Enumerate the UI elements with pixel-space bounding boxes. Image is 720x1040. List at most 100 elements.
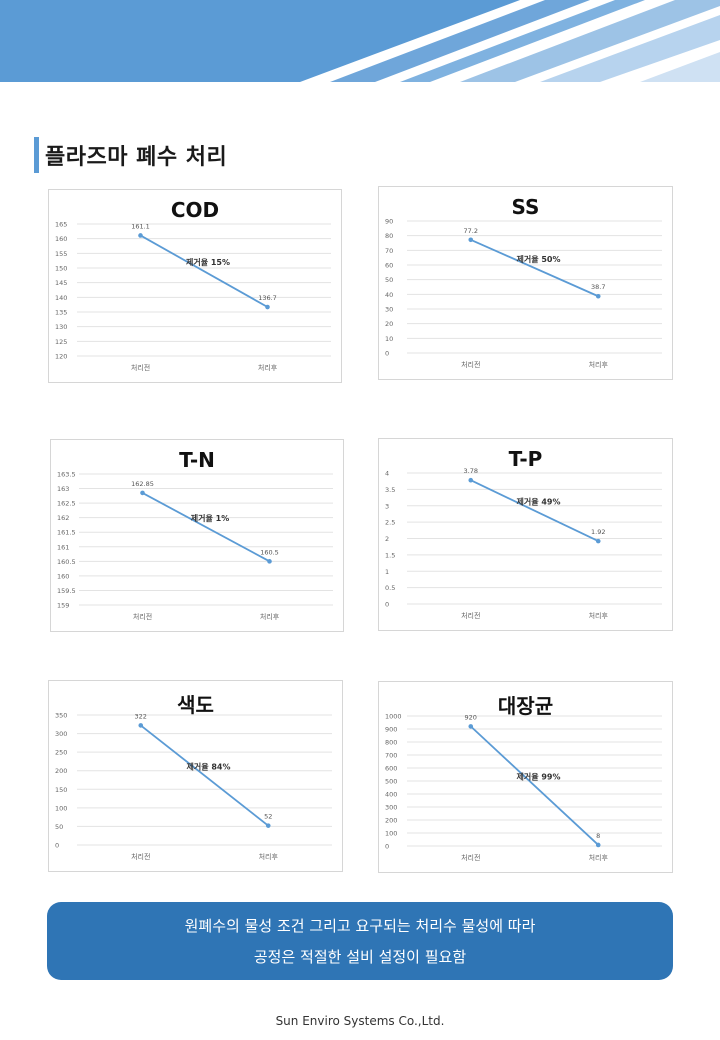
chart-ss: 90 80 70 60 50 40 30 20 10 0 처리전 처리후 77.2 38.7 제거율 50% bbox=[385, 218, 662, 369]
y-tick-label: 60 bbox=[385, 262, 393, 270]
y-tick-label: 161 bbox=[57, 543, 69, 551]
chart-title: T-N bbox=[179, 448, 215, 472]
y-tick-label: 163 bbox=[57, 485, 69, 493]
y-tick-label: 159 bbox=[57, 602, 69, 610]
series-line bbox=[142, 492, 270, 563]
x-tick-label: 처리후 bbox=[589, 853, 609, 862]
y-tick-label: 20 bbox=[385, 320, 393, 328]
y-tick-label: 90 bbox=[385, 218, 393, 226]
y-tick-label: 600 bbox=[385, 765, 397, 773]
x-tick-label: 처리전 bbox=[133, 612, 152, 621]
y-tick-label: 145 bbox=[55, 279, 67, 287]
x-tick-label: 처리전 bbox=[131, 363, 150, 372]
x-tick-label: 처리후 bbox=[589, 611, 609, 620]
y-tick-label: 100 bbox=[385, 830, 397, 838]
y-tick-label: 162 bbox=[57, 514, 69, 522]
data-point bbox=[468, 237, 474, 243]
series-line bbox=[470, 725, 599, 846]
x-tick-label: 처리전 bbox=[461, 360, 480, 369]
y-tick-label: 2 bbox=[385, 535, 389, 543]
data-point bbox=[595, 293, 601, 299]
page-title: 플라즈마 폐수 처리 bbox=[45, 145, 228, 170]
y-tick-label: 3.5 bbox=[385, 486, 395, 494]
y-tick-label: 300 bbox=[55, 730, 67, 738]
removal-rate-annotation: 제거율 99% bbox=[516, 772, 560, 782]
y-tick-label: 162.5 bbox=[57, 500, 76, 508]
y-tick-label: 400 bbox=[385, 791, 397, 799]
x-tick-label: 처리전 bbox=[131, 852, 150, 861]
data-label: 8 bbox=[596, 832, 600, 840]
y-tick-label: 30 bbox=[385, 306, 393, 314]
y-tick-label: 161.5 bbox=[57, 529, 76, 537]
y-tick-label: 350 bbox=[55, 712, 67, 720]
y-tick-label: 160 bbox=[57, 572, 69, 580]
chart-color: 350 300 250 200 150 100 50 0 처리전 처리후 322 52 제거율 84% bbox=[55, 712, 332, 861]
data-point bbox=[265, 823, 271, 828]
y-tick-label: 120 bbox=[55, 353, 67, 361]
data-point bbox=[140, 490, 145, 496]
removal-rate-annotation: 제거율 50% bbox=[516, 254, 560, 264]
removal-rate-annotation: 제거율 15% bbox=[186, 257, 230, 267]
data-label: 3.78 bbox=[464, 467, 478, 475]
data-label: 52 bbox=[264, 813, 272, 821]
series-line bbox=[140, 234, 268, 308]
y-tick-label: 0.5 bbox=[385, 584, 395, 592]
y-tick-label: 165 bbox=[55, 221, 67, 229]
x-tick-label: 처리후 bbox=[259, 852, 279, 861]
x-tick-label: 처리전 bbox=[461, 611, 480, 620]
chart-tp: 4 3.5 3 2.5 2 1.5 1 0.5 0 처리전 처리후 3.78 1.92 제거율 49% bbox=[385, 467, 662, 620]
y-tick-label: 163.5 bbox=[57, 471, 76, 479]
removal-rate-annotation: 제거율 84% bbox=[186, 762, 230, 772]
footer-note-box: 원폐수의 물성 조건 그리고 요구되는 처리수 물성에 따라 공정은 적절한 설… bbox=[47, 902, 673, 980]
y-tick-label: 700 bbox=[385, 752, 397, 760]
removal-rate-annotation: 제거율 1% bbox=[191, 513, 229, 523]
data-label: 920 bbox=[465, 713, 477, 721]
y-tick-label: 0 bbox=[55, 842, 59, 850]
y-tick-label: 10 bbox=[385, 335, 393, 343]
data-point bbox=[267, 559, 272, 564]
data-label: 1.92 bbox=[591, 528, 605, 536]
chart-title: COD bbox=[170, 198, 220, 222]
data-label: 38.7 bbox=[591, 283, 605, 291]
y-tick-label: 0 bbox=[385, 601, 389, 609]
y-tick-label: 300 bbox=[385, 804, 397, 812]
y-tick-label: 4 bbox=[385, 470, 389, 478]
y-tick-label: 135 bbox=[55, 309, 67, 317]
data-label: 161.1 bbox=[131, 222, 150, 230]
y-tick-label: 150 bbox=[55, 265, 67, 273]
y-tick-label: 500 bbox=[385, 778, 397, 786]
x-tick-label: 처리후 bbox=[260, 612, 280, 621]
y-tick-label: 160.5 bbox=[57, 558, 76, 566]
y-tick-label: 2.5 bbox=[385, 519, 395, 527]
footer-note-line1: 원폐수의 물성 조건 그리고 요구되는 처리수 물성에 따라 bbox=[184, 917, 536, 935]
data-point bbox=[595, 842, 601, 848]
y-tick-label: 150 bbox=[55, 786, 67, 794]
chart-title: 색도 bbox=[177, 693, 214, 717]
data-label: 77.2 bbox=[464, 227, 478, 235]
y-tick-label: 1.5 bbox=[385, 551, 395, 559]
data-point bbox=[468, 724, 474, 729]
x-tick-label: 처리후 bbox=[589, 360, 609, 369]
data-point bbox=[138, 233, 143, 238]
data-point bbox=[265, 304, 270, 310]
y-tick-label: 155 bbox=[55, 250, 67, 258]
data-point bbox=[595, 538, 601, 544]
chart-card-ecoli: 대장균 1000 900 800 700 600 500 400 300 200 100 0 처리전 처… bbox=[378, 681, 673, 873]
data-label: 322 bbox=[135, 712, 147, 720]
chart-card-cod: COD 165 160 155 150 145 140 135 130 125 120 처리전 처리후… bbox=[48, 189, 342, 383]
section-heading: 플라즈마 폐수 처리 bbox=[34, 137, 228, 173]
chart-title: SS bbox=[511, 195, 540, 219]
data-label: 162.85 bbox=[131, 480, 154, 488]
y-tick-label: 125 bbox=[55, 338, 67, 346]
chart-card-tp: T-P 4 3.5 3 2.5 2 1.5 1 0.5 0 처리전 처리후 3.78 1.92 제거율 4… bbox=[378, 438, 673, 631]
heading-accent-bar bbox=[34, 137, 39, 173]
y-tick-label: 140 bbox=[55, 294, 67, 302]
y-tick-label: 50 bbox=[385, 276, 393, 284]
chart-card-color: 색도 350 300 250 200 150 100 50 0 처리전 처리후 322 52 제거율 8… bbox=[48, 680, 343, 872]
company-name: Sun Enviro Systems Co.,Ltd. bbox=[275, 1014, 445, 1028]
chart-cod: 165 160 155 150 145 140 135 130 125 120 처리전 처리후 161.… bbox=[55, 221, 331, 372]
y-tick-label: 130 bbox=[55, 323, 67, 331]
chart-tn: 163.5 163 162.5 162 161.5 161 160.5 160 159.5 159… bbox=[57, 471, 333, 621]
y-tick-label: 40 bbox=[385, 291, 393, 299]
